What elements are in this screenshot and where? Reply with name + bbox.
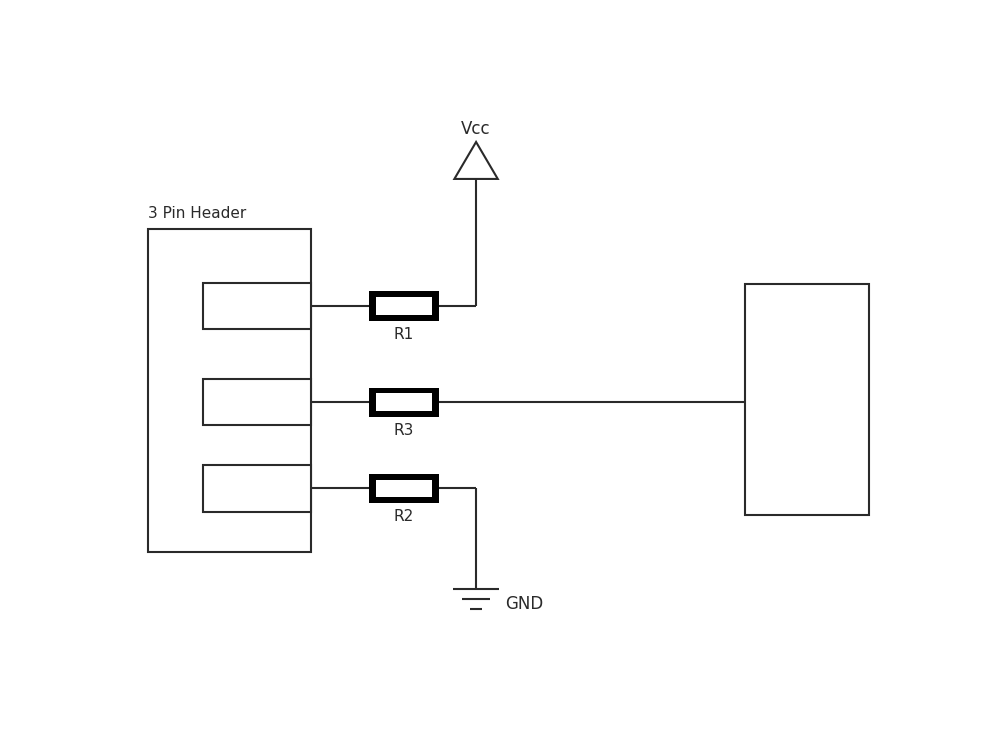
Text: Pin 1: Pin 1: [235, 299, 278, 313]
Bar: [148, 229, 311, 553]
Text: R1: R1: [394, 327, 414, 342]
Text: Pin 2: Pin 2: [235, 395, 278, 410]
Bar: [202, 283, 311, 329]
Bar: [202, 379, 311, 425]
Text: GND: GND: [506, 595, 544, 613]
Polygon shape: [454, 142, 498, 179]
Bar: [369, 291, 439, 321]
Bar: [376, 393, 432, 411]
Text: R3: R3: [394, 423, 414, 438]
Bar: [376, 480, 432, 497]
Bar: [369, 388, 439, 417]
Text: 芯片: 芯片: [785, 383, 829, 417]
Bar: [745, 285, 869, 515]
Bar: [376, 297, 432, 315]
Bar: [202, 465, 311, 512]
Text: R2: R2: [394, 509, 414, 524]
Text: Vcc: Vcc: [461, 120, 491, 138]
Text: 3 Pin Header: 3 Pin Header: [148, 206, 246, 221]
Text: Pin 3: Pin 3: [235, 481, 278, 496]
Bar: [369, 474, 439, 503]
